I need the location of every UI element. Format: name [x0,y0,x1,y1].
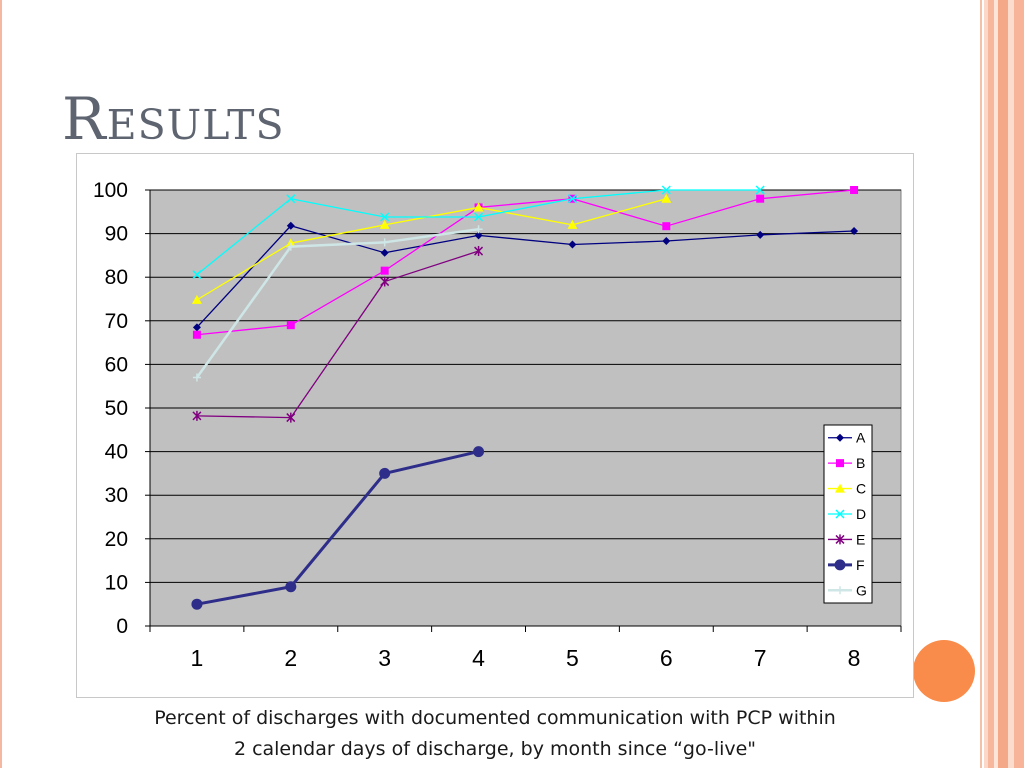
point-B-7 [756,194,765,203]
legend-label-G: G [856,582,867,598]
point-F-2 [285,581,297,593]
point-C-6 [661,193,672,203]
point-A-8 [850,226,859,235]
point-A-5 [568,240,577,249]
accent-circle [913,640,975,702]
point-G-2 [286,242,295,251]
x-tick-label-6: 6 [660,645,673,671]
point-C-1 [191,294,202,304]
point-G-3 [380,238,389,247]
point-D-1 [192,270,202,280]
point-E-1 [192,410,202,421]
point-F-3 [379,467,391,479]
y-tick-label-80: 80 [105,266,128,289]
point-F-4 [473,446,485,458]
legend-marker-F [834,559,846,571]
point-A-7 [756,230,765,239]
legend-marker-C [835,483,845,493]
y-tick-label-0: 0 [116,615,128,638]
series-line-B [196,189,855,336]
point-C-4 [473,202,484,212]
point-B-2 [286,321,295,330]
legend-marker-D [835,509,845,519]
point-D-4 [474,212,484,222]
x-tick-label-4: 4 [472,645,485,671]
y-tick-label-10: 10 [105,571,128,594]
y-tick-label-50: 50 [105,397,128,420]
y-tick-label-70: 70 [105,310,128,333]
chart-caption: Percent of discharges with documented co… [76,703,914,765]
point-D-5 [567,194,577,204]
point-E-3 [380,276,390,287]
chart-area: 0 10 20 30 40 50 60 70 80 90 100 1 2 3 4 5 6 7 8 A B C D E F G [76,153,914,698]
series-line-E [196,250,479,419]
x-tick-label-1: 1 [191,645,204,671]
legend-label-C: C [856,481,866,497]
legend-marker-E [835,534,845,545]
point-D-6 [661,185,671,195]
y-tick-label-90: 90 [105,223,128,246]
legend-marker-B [836,459,844,468]
legend-label-A: A [856,430,866,446]
series-line-C [196,198,667,301]
y-tick-label-20: 20 [105,528,128,551]
y-tick-label-60: 60 [105,353,128,376]
x-tick-label-3: 3 [378,645,391,671]
y-tick-label-30: 30 [105,484,128,507]
point-D-2 [286,194,296,204]
point-D-7 [755,185,765,195]
legend-label-F: F [856,557,865,573]
point-A-3 [380,248,389,257]
point-B-6 [662,222,671,231]
point-E-4 [474,246,484,257]
point-B-1 [192,330,201,339]
point-D-3 [380,212,390,222]
x-tick-label-2: 2 [284,645,297,671]
point-A-4 [474,231,483,240]
caption-line-1: Percent of discharges with documented co… [154,707,836,729]
right-frame-stripes [984,0,1024,768]
point-G-1 [192,373,201,382]
y-tick-label-100: 100 [93,179,128,202]
point-B-3 [380,266,389,275]
x-tick-label-8: 8 [848,645,861,671]
slide-title: Results [62,85,285,153]
legend-label-B: B [856,455,865,471]
point-G-4 [474,225,483,234]
point-C-5 [567,219,578,229]
caption-line-2: 2 calendar days of discharge, by month s… [233,738,757,760]
point-A-1 [192,323,201,332]
right-frame-line [980,0,982,768]
point-A-2 [286,221,295,230]
point-F-1 [191,598,203,610]
x-tick-label-7: 7 [754,645,767,671]
point-A-6 [662,237,671,246]
legend-marker-G [836,586,844,595]
series-line-G [195,228,479,379]
x-tick-label-5: 5 [566,645,579,671]
y-tick-label-40: 40 [105,441,128,464]
point-E-2 [286,412,296,423]
point-C-3 [379,219,390,229]
point-B-8 [850,186,859,194]
series-line-F [196,450,479,606]
legend-marker-A [836,433,844,442]
legend-label-E: E [856,531,865,547]
left-frame-line [0,0,2,768]
legend-label-D: D [856,506,866,522]
series-line-A [196,225,855,328]
